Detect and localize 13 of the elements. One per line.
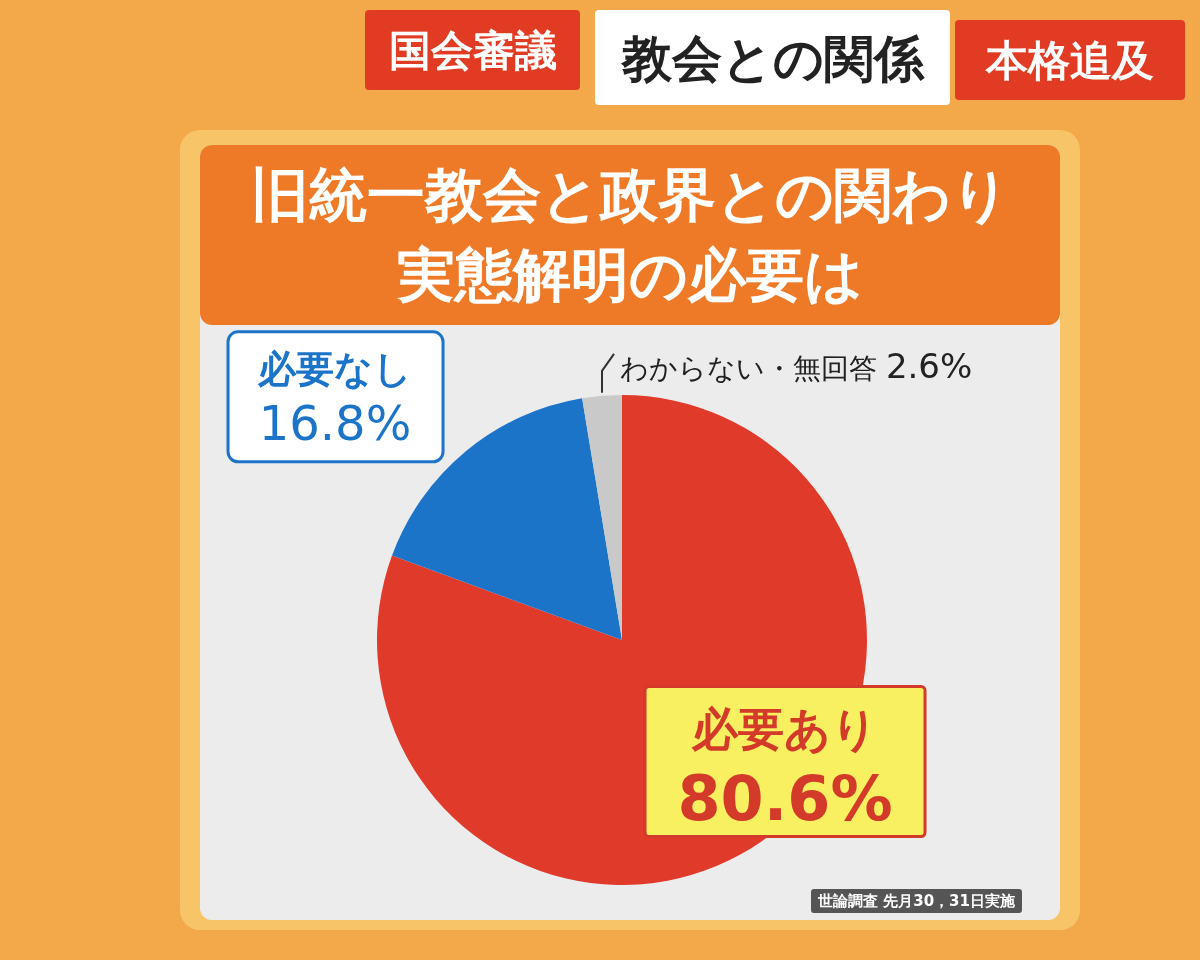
pie-slice (582, 395, 622, 640)
text: 世論調査 先月30，31日実施 (817, 892, 1016, 910)
data-label: 80.6% (677, 761, 893, 835)
text: 教会との関係 (619, 29, 925, 88)
slice-label: 必要なし (257, 346, 413, 391)
text: 本格追及 (985, 36, 1154, 86)
data-label: 2.6% (885, 345, 973, 386)
data-label: 16.8% (258, 394, 412, 451)
chart-subtitle: 実態解明の必要は (396, 241, 863, 309)
chart-title: 旧統一教会と政界との関わり (250, 161, 1010, 229)
slice-label: 必要あり (691, 701, 879, 756)
text: 国会審議 (388, 26, 557, 76)
slice-label: わからない・無回答 (620, 351, 886, 385)
